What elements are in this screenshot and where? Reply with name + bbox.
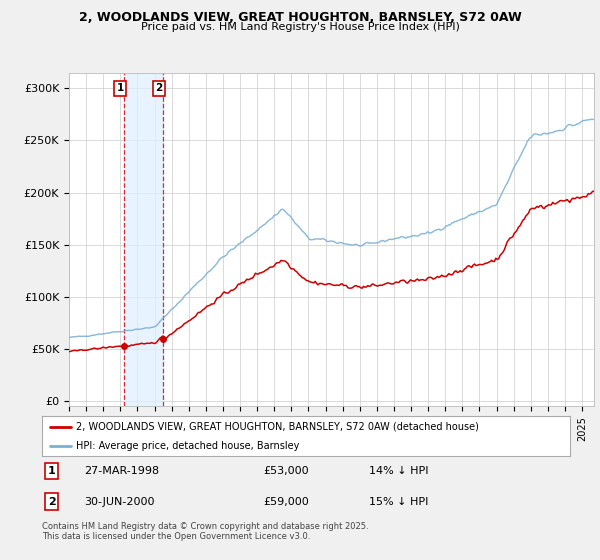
Text: 2, WOODLANDS VIEW, GREAT HOUGHTON, BARNSLEY, S72 0AW: 2, WOODLANDS VIEW, GREAT HOUGHTON, BARNS… [79, 11, 521, 24]
Text: £53,000: £53,000 [264, 466, 310, 476]
Text: £59,000: £59,000 [264, 497, 310, 507]
Text: 14% ↓ HPI: 14% ↓ HPI [370, 466, 429, 476]
Text: Price paid vs. HM Land Registry's House Price Index (HPI): Price paid vs. HM Land Registry's House … [140, 22, 460, 32]
Text: 2: 2 [155, 83, 163, 94]
Text: 2, WOODLANDS VIEW, GREAT HOUGHTON, BARNSLEY, S72 0AW (detached house): 2, WOODLANDS VIEW, GREAT HOUGHTON, BARNS… [76, 422, 479, 432]
Text: 30-JUN-2000: 30-JUN-2000 [84, 497, 155, 507]
Text: 2: 2 [47, 497, 55, 507]
Text: HPI: Average price, detached house, Barnsley: HPI: Average price, detached house, Barn… [76, 441, 299, 450]
Text: 1: 1 [47, 466, 55, 476]
Bar [124, 73, 163, 406]
Text: 15% ↓ HPI: 15% ↓ HPI [370, 497, 429, 507]
Text: Contains HM Land Registry data © Crown copyright and database right 2025.
This d: Contains HM Land Registry data © Crown c… [42, 522, 368, 542]
Text: 27-MAR-1998: 27-MAR-1998 [84, 466, 160, 476]
Text: 1: 1 [116, 83, 124, 94]
